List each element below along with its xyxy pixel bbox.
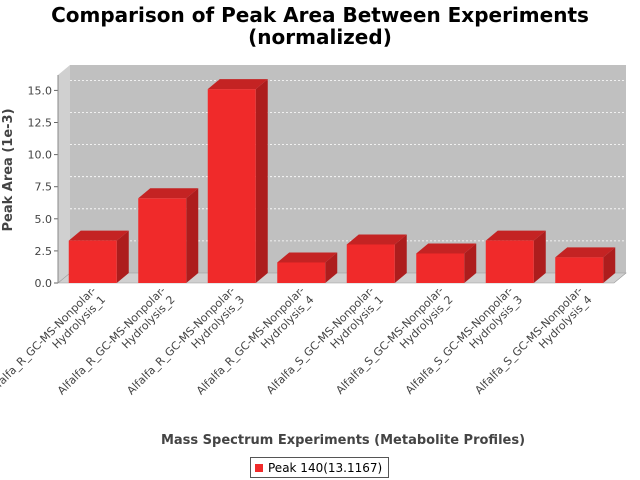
bar-side: [464, 243, 477, 283]
bar-top: [485, 230, 546, 241]
chart-title: Comparison of Peak Area Between Experime…: [51, 3, 589, 27]
bar: [138, 198, 187, 283]
bar-side: [603, 247, 616, 283]
legend: Peak 140(13.1167): [250, 457, 390, 478]
y-tick-label: 10.0: [28, 149, 53, 162]
x-tick-label-line: Alfalfa_R_GC-MS-Nonpolar-: [0, 284, 99, 397]
bar: [207, 89, 256, 283]
bar-top: [138, 188, 199, 199]
bar-top: [277, 252, 338, 263]
bar-side: [255, 79, 268, 283]
bar: [485, 240, 534, 283]
bar-top: [207, 79, 268, 90]
bar-top: [416, 243, 477, 254]
bar-top: [68, 230, 129, 241]
y-tick-label: 15.0: [28, 84, 53, 97]
chart-subtitle: (normalized): [248, 25, 392, 49]
bar-side: [116, 230, 129, 283]
legend-swatch: [255, 463, 263, 472]
bar: [555, 257, 604, 283]
bar: [68, 240, 117, 283]
y-tick-label: 5.0: [35, 213, 53, 226]
bar-side: [186, 188, 199, 283]
bar: [416, 253, 465, 283]
bar-top: [346, 234, 407, 245]
y-tick-label: 12.5: [28, 117, 53, 130]
plot-left-wall: [58, 65, 70, 283]
x-axis-title: Mass Spectrum Experiments (Metabolite Pr…: [161, 433, 525, 448]
y-tick-label: 2.5: [35, 245, 53, 258]
y-tick-label: 0.0: [35, 277, 53, 290]
bar-top: [555, 247, 616, 258]
bar: [277, 262, 326, 283]
y-axis-title: Peak Area (1e-3): [1, 108, 16, 231]
bar-side: [394, 234, 407, 283]
bar-side: [325, 252, 338, 283]
y-tick-label: 7.5: [35, 181, 53, 194]
legend-label: Peak 140(13.1167): [268, 460, 383, 475]
bar-side: [533, 230, 546, 283]
bar: [346, 244, 395, 283]
